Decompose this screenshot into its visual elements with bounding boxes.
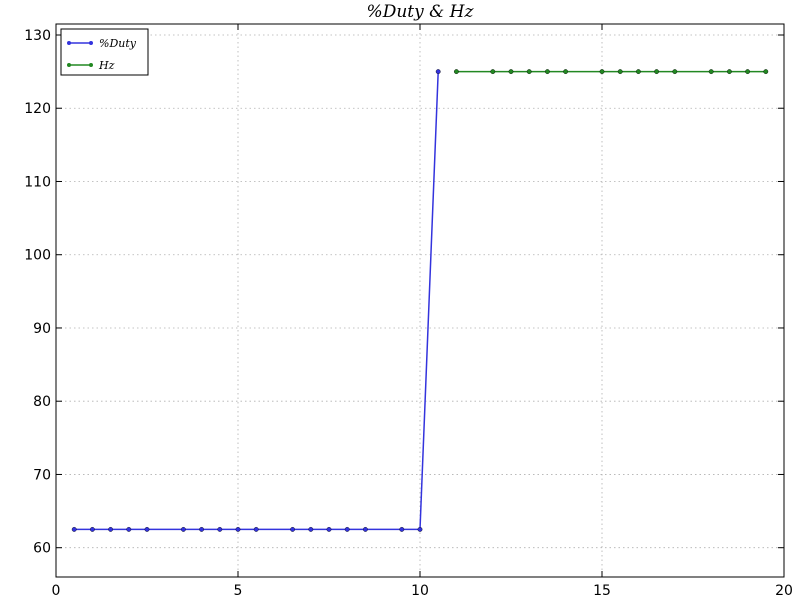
y-tick-label: 90 xyxy=(33,321,51,337)
legend-label: %Duty xyxy=(99,37,137,50)
y-tick-label: 80 xyxy=(33,394,51,410)
legend-marker xyxy=(89,41,93,45)
data-point xyxy=(308,526,314,532)
legend-label: Hz xyxy=(98,59,115,72)
y-tick-label: 100 xyxy=(24,248,51,264)
x-tick-label: 20 xyxy=(775,583,793,599)
y-tick-label: 110 xyxy=(24,174,51,190)
y-tick-label: 70 xyxy=(33,467,51,483)
legend-box xyxy=(60,28,149,76)
y-tick-label: 60 xyxy=(33,541,51,557)
data-point xyxy=(90,526,95,532)
data-point xyxy=(526,69,532,75)
y-tick-label: 130 xyxy=(24,28,51,44)
data-point xyxy=(745,69,750,75)
series-duty xyxy=(71,69,441,532)
data-point xyxy=(126,526,132,532)
x-tick-label: 5 xyxy=(234,583,243,599)
data-point xyxy=(344,526,350,532)
y-tick-label: 120 xyxy=(24,101,51,117)
data-point xyxy=(563,69,568,75)
data-point xyxy=(545,69,550,75)
legend: %Duty Hz xyxy=(60,28,149,76)
data-point xyxy=(71,526,77,532)
series-hz xyxy=(453,69,769,75)
data-point xyxy=(599,69,605,75)
x-tick-label: 15 xyxy=(593,583,611,599)
data-point xyxy=(435,69,441,75)
data-point xyxy=(144,526,150,532)
legend-item: Hz xyxy=(67,59,115,72)
data-point xyxy=(180,526,186,532)
legend-marker xyxy=(67,63,71,67)
x-tick-label: 10 xyxy=(411,583,429,599)
data-point xyxy=(636,69,641,75)
legend-marker xyxy=(89,63,93,67)
data-point xyxy=(290,526,295,532)
data-point xyxy=(763,69,769,75)
data-point xyxy=(727,69,732,75)
data-point xyxy=(217,526,223,532)
x-tick-label: 0 xyxy=(52,583,61,599)
chart-title: %Duty & Hz xyxy=(367,2,475,22)
data-point xyxy=(453,69,459,75)
data-point xyxy=(253,526,259,532)
series-layer xyxy=(71,69,769,532)
ticks: 0 5 10 15 20 60 70 80 90 100 110 120 130 xyxy=(24,24,793,599)
data-point xyxy=(654,69,659,75)
legend-item: %Duty xyxy=(67,37,137,50)
data-point xyxy=(417,526,423,532)
data-point xyxy=(362,526,368,532)
data-point xyxy=(708,69,714,75)
data-point xyxy=(399,526,405,532)
data-point xyxy=(617,69,623,75)
data-point xyxy=(108,526,114,532)
data-point xyxy=(235,526,241,532)
data-point xyxy=(199,526,205,532)
data-point xyxy=(490,69,496,75)
series-line xyxy=(74,71,439,531)
data-point xyxy=(672,69,678,75)
legend-marker xyxy=(67,41,71,45)
data-point xyxy=(326,526,332,532)
data-point xyxy=(508,69,514,75)
